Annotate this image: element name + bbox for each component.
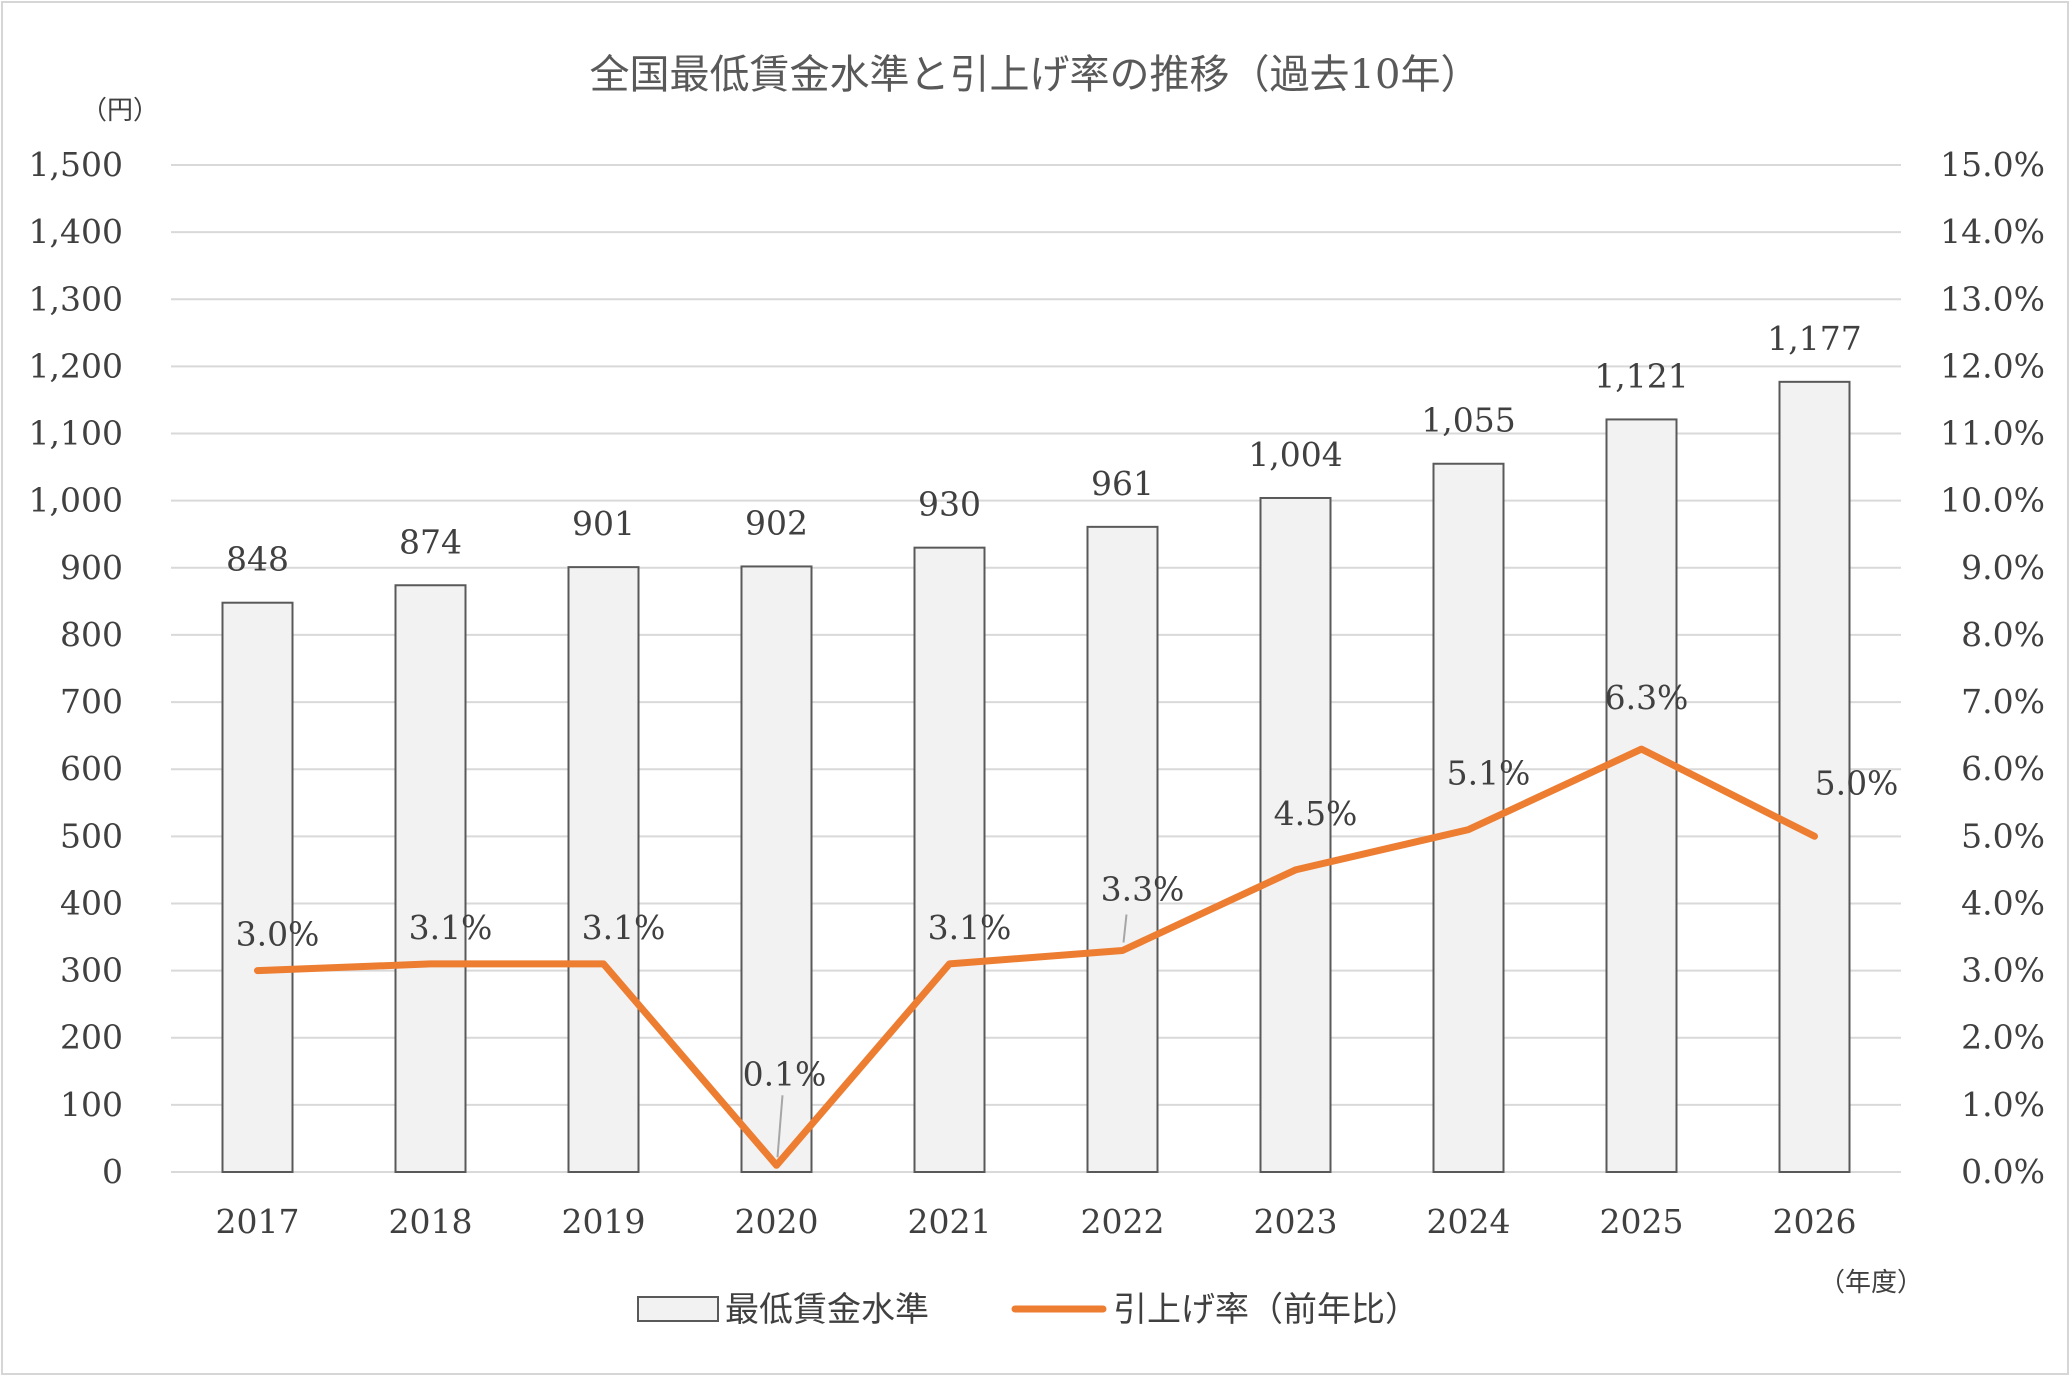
- right-axis-tick-label: 6.0%: [1961, 749, 2045, 788]
- left-axis-tick-label: 600: [60, 749, 123, 788]
- chart-title: 全国最低賃金水準と引上げ率の推移（過去10年）: [590, 52, 1481, 98]
- left-axis-tick-label: 900: [60, 548, 123, 587]
- right-axis-tick-label: 0.0%: [1961, 1152, 2045, 1191]
- left-axis-tick-label: 100: [60, 1085, 123, 1124]
- right-axis-tick-label: 8.0%: [1961, 615, 2045, 654]
- left-axis-tick-label: 500: [60, 816, 123, 855]
- bar-value-labels: 848 874 901 902 930 961 1,004 1,055 1,121 1,177: [226, 319, 1862, 579]
- legend: 最低賃金水準 引上げ率（前年比）: [637, 1290, 1419, 1330]
- right-axis-tick-label: 14.0%: [1940, 212, 2045, 251]
- rate-line: [254, 745, 1818, 1169]
- bar-value-label: 1,055: [1421, 401, 1515, 440]
- legend-bar-label: 最低賃金水準: [725, 1290, 929, 1330]
- rate-value-label: 3.1%: [928, 908, 1012, 947]
- left-axis-tick-label: 1,400: [29, 212, 123, 251]
- leader-line: [1122, 914, 1128, 943]
- left-axis-tick-label: 700: [60, 682, 123, 721]
- right-axis-tick-label: 13.0%: [1940, 279, 2045, 318]
- bar-value-label: 1,121: [1594, 356, 1688, 395]
- x-axis-tick-label: 2024: [1427, 1202, 1511, 1241]
- right-axis-ticks: 0.0% 1.0% 2.0% 3.0% 4.0% 5.0% 6.0% 7.0% 8.0% 9.0%…: [1940, 145, 2045, 1191]
- bar: [1778, 380, 1851, 1174]
- bar-value-label: 1,004: [1248, 435, 1342, 474]
- left-axis-tick-label: 400: [60, 883, 123, 922]
- bar-value-label: 901: [572, 504, 635, 543]
- line-series: [254, 745, 1818, 1169]
- left-axis-unit-label: （円）: [81, 96, 159, 126]
- bar: [740, 565, 813, 1173]
- right-axis-tick-label: 4.0%: [1961, 883, 2045, 922]
- x-axis-ticks: 2017 2018 2019 2020 2021 2022 2023 2024 2025 2026: [216, 1202, 1857, 1241]
- x-axis-tick-label: 2026: [1773, 1202, 1857, 1241]
- rate-value-label: 5.1%: [1447, 754, 1531, 793]
- x-axis-tick-label: 2017: [216, 1202, 300, 1241]
- bar: [394, 584, 467, 1173]
- chart: 全国最低賃金水準と引上げ率の推移（過去10年） （円） 0 100 200 300 40…: [29, 52, 2045, 1330]
- legend-line-label: 引上げ率（前年比）: [1113, 1290, 1419, 1330]
- x-axis-unit-label: （年度）: [1819, 1268, 1923, 1298]
- left-axis-tick-label: 300: [60, 951, 123, 990]
- x-axis-tick-label: 2019: [562, 1202, 646, 1241]
- rate-value-label: 6.3%: [1605, 678, 1689, 717]
- leader-line: [776, 1095, 784, 1158]
- bar-value-label: 961: [1091, 464, 1154, 503]
- right-axis-tick-label: 5.0%: [1961, 816, 2045, 855]
- left-axis-tick-label: 800: [60, 615, 123, 654]
- bar-value-label: 874: [399, 522, 462, 561]
- right-axis-tick-label: 11.0%: [1940, 414, 2045, 453]
- rate-value-label: 0.1%: [743, 1054, 827, 1093]
- right-axis-tick-label: 9.0%: [1961, 548, 2045, 587]
- right-axis-tick-label: 12.0%: [1940, 346, 2045, 385]
- left-axis-ticks: 0 100 200 300 400 500 600 700 800 900 1,000 1,100 1,…: [29, 145, 123, 1191]
- left-axis-tick-label: 1,500: [29, 145, 123, 184]
- rate-value-label: 5.0%: [1815, 763, 1899, 802]
- rate-value-label: 3.1%: [582, 908, 666, 947]
- left-axis-tick-label: 200: [60, 1018, 123, 1057]
- right-axis-tick-label: 2.0%: [1961, 1018, 2045, 1057]
- right-axis-tick-label: 10.0%: [1940, 481, 2045, 520]
- left-axis-tick-label: 1,300: [29, 279, 123, 318]
- right-axis-tick-label: 3.0%: [1961, 951, 2045, 990]
- rate-value-label: 3.1%: [409, 908, 493, 947]
- right-axis-tick-label: 15.0%: [1940, 145, 2045, 184]
- bar: [1086, 525, 1159, 1173]
- bar: [567, 566, 640, 1173]
- left-axis-tick-label: 0: [102, 1152, 123, 1191]
- rate-value-label: 3.3%: [1101, 869, 1185, 908]
- left-axis-tick-label: 1,200: [29, 346, 123, 385]
- x-axis-tick-label: 2025: [1600, 1202, 1684, 1241]
- bar: [221, 601, 294, 1173]
- left-axis-tick-label: 1,000: [29, 481, 123, 520]
- bar: [1259, 496, 1332, 1173]
- x-axis-tick-label: 2018: [389, 1202, 473, 1241]
- x-axis-tick-label: 2021: [908, 1202, 992, 1241]
- bar-value-label: 1,177: [1767, 319, 1861, 358]
- left-axis-tick-label: 1,100: [29, 414, 123, 453]
- bar-value-label: 848: [226, 540, 289, 579]
- rate-value-label: 4.5%: [1274, 794, 1358, 833]
- bar-value-label: 930: [918, 485, 981, 524]
- bar-series: [221, 380, 1851, 1174]
- bar-value-label: 902: [745, 503, 808, 542]
- rate-value-label: 3.0%: [236, 915, 320, 954]
- bar: [1605, 418, 1678, 1173]
- right-axis-tick-label: 1.0%: [1961, 1085, 2045, 1124]
- line-value-labels: 3.0% 3.1% 3.1% 0.1% 3.1% 3.3% 4.5% 5.1% 6.3% 5.0%: [236, 678, 1899, 1158]
- bar: [913, 546, 986, 1173]
- x-axis-tick-label: 2023: [1254, 1202, 1338, 1241]
- legend-bar-swatch: [637, 1296, 719, 1322]
- x-axis-tick-label: 2020: [735, 1202, 819, 1241]
- right-axis-tick-label: 7.0%: [1961, 682, 2045, 721]
- x-axis-tick-label: 2022: [1081, 1202, 1165, 1241]
